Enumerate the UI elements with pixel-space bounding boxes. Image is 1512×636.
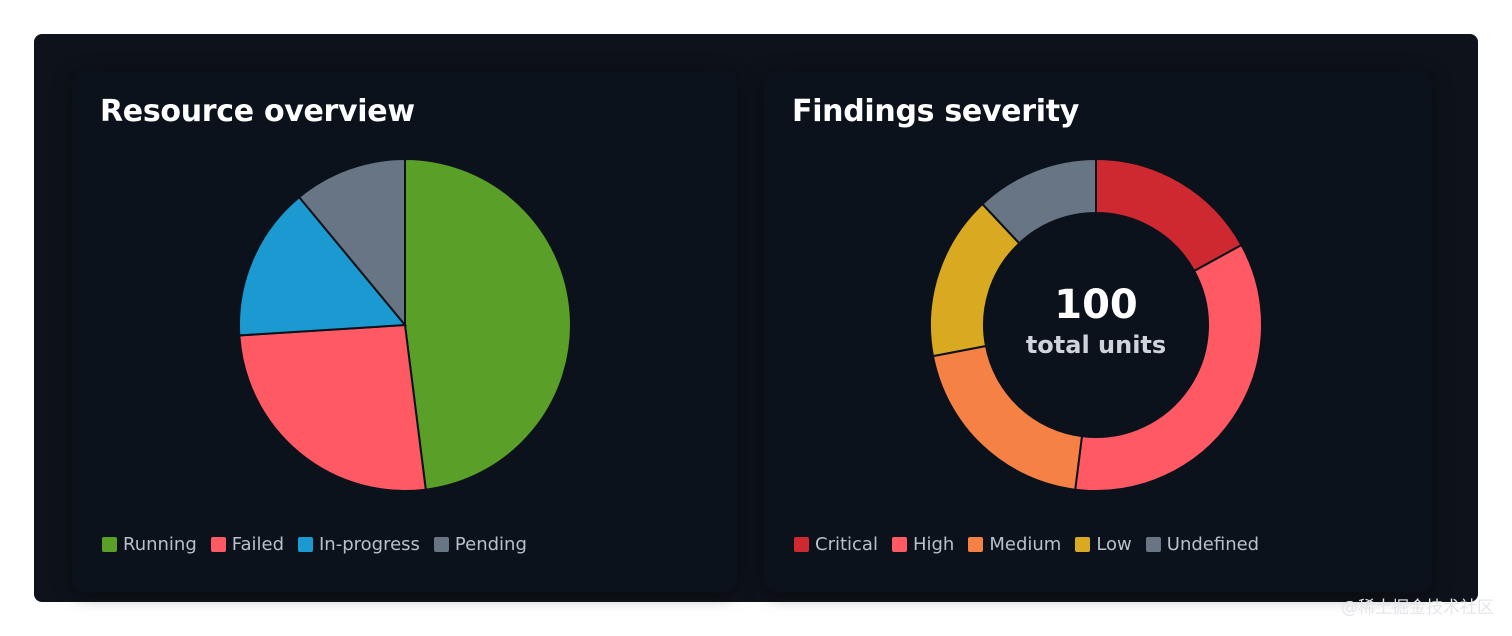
resource-pie-chart [238, 157, 572, 492]
legend-swatch [102, 536, 117, 552]
watermark: @稀土掘金技术社区 [1341, 598, 1494, 618]
total-label: total units [1025, 331, 1167, 359]
legend-swatch [433, 536, 449, 552]
legend-item-failed[interactable]: Failed [210, 533, 284, 555]
slice-in-progress[interactable] [238, 195, 408, 337]
resource-legend: Running Failed In-progress Pending [102, 533, 541, 555]
slice-medium[interactable] [931, 344, 1084, 491]
slice-pending[interactable] [297, 157, 406, 328]
findings-donut-chart [929, 157, 1263, 492]
slice-critical[interactable] [1095, 157, 1243, 273]
legend-label: Medium [989, 533, 1062, 555]
legend-label: Running [123, 533, 197, 555]
legend-label: Pending [454, 533, 527, 555]
resource-overview-card: Resource overview Running Failed In-progre… [72, 72, 737, 592]
legend-swatch [968, 536, 984, 552]
slice-high[interactable] [1074, 243, 1263, 492]
findings-legend: Critical High Medium Low Undefined [794, 533, 1273, 555]
legend-swatch [1145, 536, 1161, 552]
legend-item-running[interactable]: Running [102, 534, 197, 555]
legend-swatch [298, 536, 313, 552]
legend-label: Failed [231, 533, 284, 555]
legend-item-low[interactable]: Low [1075, 533, 1132, 555]
findings-severity-title: Findings severity [792, 94, 1080, 129]
slice-running[interactable] [404, 157, 572, 491]
resource-overview-title: Resource overview [100, 94, 415, 129]
slice-undefined[interactable] [980, 157, 1097, 245]
legend-item-undefined[interactable]: Undefined [1145, 533, 1260, 555]
legend-item-critical[interactable]: Critical [794, 534, 878, 555]
legend-label: Low [1096, 533, 1132, 555]
legend-item-medium[interactable]: Medium [968, 534, 1061, 555]
total-value: 100 [1054, 282, 1138, 328]
legend-swatch [794, 536, 809, 552]
legend-item-pending[interactable]: Pending [433, 533, 527, 555]
legend-label: Critical [815, 533, 878, 555]
legend-label: In-progress [319, 533, 420, 555]
legend-swatch [1075, 536, 1091, 552]
legend-item-high[interactable]: High [891, 533, 955, 555]
donut-center: 100 total units [984, 282, 1208, 360]
slice-failed[interactable] [238, 323, 427, 492]
legend-label: High [912, 533, 955, 555]
legend-label: Undefined [1166, 533, 1260, 555]
legend-item-in-progress[interactable]: In-progress [298, 534, 420, 555]
legend-swatch [891, 536, 907, 552]
legend-swatch [210, 536, 226, 552]
findings-severity-card: Findings severity 100 total units Critic… [764, 72, 1432, 592]
